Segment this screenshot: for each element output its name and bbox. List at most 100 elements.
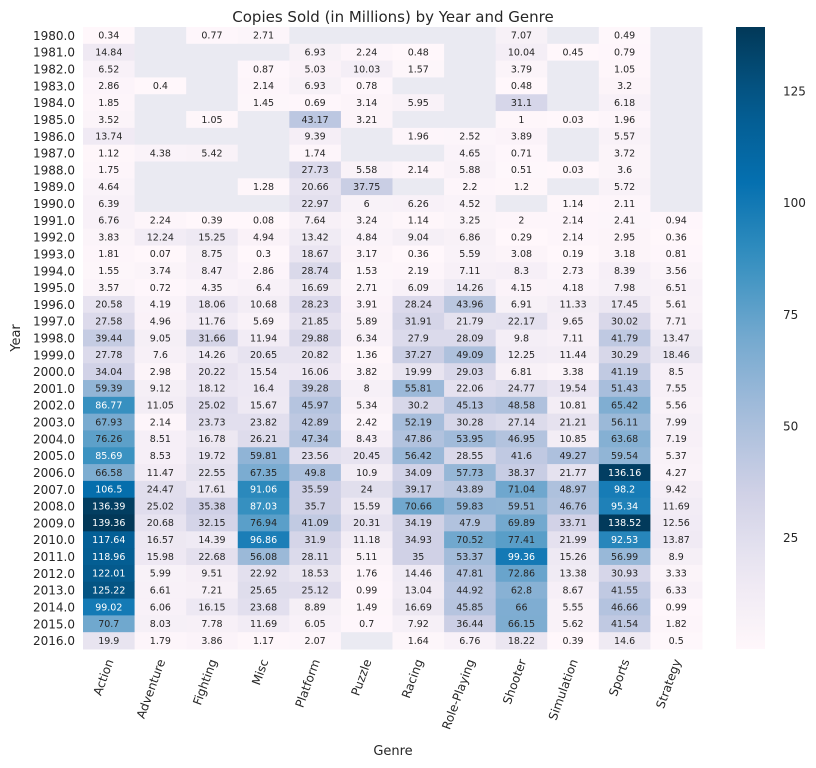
cell-value-label: 85.69 <box>95 451 122 462</box>
heatmap-cell <box>134 615 187 633</box>
heatmap-cell <box>83 178 136 196</box>
heatmap-cell <box>392 363 445 381</box>
x-tick-label: Adventure <box>134 657 168 720</box>
cell-value-label: 11.76 <box>198 316 225 327</box>
empty-cell <box>650 94 703 112</box>
cell-value-label: 8.75 <box>201 249 222 260</box>
heatmap-cell <box>547 396 600 415</box>
cell-value-label: 0.08 <box>253 216 274 227</box>
heatmap-cell <box>237 312 290 331</box>
heatmap-cell <box>547 195 600 213</box>
heatmap-cell <box>134 531 187 549</box>
cell-value-label: 6.86 <box>459 232 480 243</box>
cell-value-label: 43.89 <box>456 485 483 496</box>
y-tick-label: 1990.0 <box>33 197 75 211</box>
heatmap-cell <box>392 346 445 364</box>
cell-value-label: 27.9 <box>408 333 429 344</box>
heatmap-cell <box>495 632 548 650</box>
cell-value-label: 0.72 <box>150 283 171 294</box>
heatmap-cell <box>186 632 239 650</box>
heatmap-cell <box>650 581 703 600</box>
cell-value-label: 0.34 <box>98 31 119 42</box>
cell-value-label: 3.52 <box>98 115 119 126</box>
heatmap-cell <box>237 295 290 314</box>
empty-cell <box>237 127 290 146</box>
cell-value-label: 56.11 <box>611 417 638 428</box>
cell-value-label: 9.05 <box>150 333 171 344</box>
y-tick-label: 2005.0 <box>33 449 75 463</box>
cell-value-label: 118.96 <box>92 552 125 563</box>
cell-value-label: 2.24 <box>150 216 171 227</box>
heatmap-cell <box>598 178 651 196</box>
heatmap-cell <box>186 396 239 415</box>
heatmap-cell <box>598 161 651 179</box>
cell-value-label: 2.2 <box>462 182 477 193</box>
cell-value-label: 7.19 <box>666 434 687 445</box>
cell-value-label: 22.55 <box>198 468 225 479</box>
y-tick-label: 1984.0 <box>33 96 75 110</box>
heatmap-cell <box>495 346 548 364</box>
cell-value-label: 2.98 <box>150 367 171 378</box>
heatmap-cell <box>289 430 342 448</box>
cell-value-label: 21.77 <box>559 468 586 479</box>
cell-value-label: 1.55 <box>98 266 119 277</box>
cell-value-label: 28.24 <box>405 300 432 311</box>
heatmap-cell <box>83 60 136 78</box>
y-axis-label: Year <box>9 324 24 353</box>
heatmap-cell <box>83 396 136 415</box>
heatmap-cell <box>598 598 651 616</box>
heatmap-cell <box>495 363 548 381</box>
heatmap-cell <box>289 497 342 516</box>
cell-value-label: 2.86 <box>253 266 274 277</box>
heatmap-cell <box>598 195 651 213</box>
heatmap-cell <box>495 464 548 482</box>
heatmap-cell <box>598 27 651 45</box>
heatmap-cell <box>598 127 651 146</box>
cell-value-label: 6.06 <box>150 602 171 613</box>
cell-value-label: 14.26 <box>456 283 483 294</box>
cell-value-label: 7.71 <box>666 316 687 327</box>
cell-value-label: 125.22 <box>92 585 125 596</box>
cell-value-label: 10.03 <box>353 64 380 75</box>
heatmap-cell <box>134 77 187 95</box>
cell-value-label: 23.56 <box>302 451 329 462</box>
heatmap-cell <box>186 27 239 45</box>
cell-value-label: 14.84 <box>95 48 122 59</box>
empty-cell <box>237 43 290 62</box>
heatmap-cell <box>598 531 651 549</box>
heatmap-cell <box>598 615 651 633</box>
heatmap-cell <box>340 262 393 280</box>
cell-value-label: 22.17 <box>508 316 535 327</box>
cell-value-label: 13.47 <box>663 333 690 344</box>
heatmap-cell <box>598 632 651 650</box>
heatmap-cell <box>134 447 187 465</box>
colorbar <box>736 27 765 649</box>
heatmap-cell <box>547 548 600 566</box>
heatmap-cell <box>444 279 497 297</box>
cell-value-label: 70.7 <box>98 619 119 630</box>
heatmap-cell <box>289 329 342 347</box>
cell-value-label: 66.58 <box>95 468 122 479</box>
heatmap-cell <box>186 111 239 129</box>
cell-value-label: 1.79 <box>150 636 171 647</box>
heatmap-cell <box>134 380 187 398</box>
cell-value-label: 44.92 <box>456 585 483 596</box>
cell-value-label: 117.64 <box>92 535 125 546</box>
heatmap-cell <box>598 60 651 78</box>
cell-value-label: 35.7 <box>305 501 326 512</box>
cell-value-label: 21.21 <box>559 417 586 428</box>
heatmap-cell <box>289 161 342 179</box>
heatmap-cell <box>289 413 342 431</box>
cell-value-label: 3.6 <box>617 165 632 176</box>
heatmap-cell <box>134 211 187 230</box>
cell-value-label: 19.72 <box>198 451 225 462</box>
heatmap-cell <box>392 195 445 213</box>
heatmap-cell <box>547 464 600 482</box>
heatmap-cell <box>340 548 393 566</box>
y-tick-label: 1992.0 <box>33 231 75 245</box>
y-tick-label: 1986.0 <box>33 130 75 144</box>
heatmap-cell <box>237 346 290 364</box>
cell-value-label: 6.93 <box>305 48 326 59</box>
y-tick-label: 2015.0 <box>33 617 75 631</box>
heatmap-cell <box>289 111 342 129</box>
